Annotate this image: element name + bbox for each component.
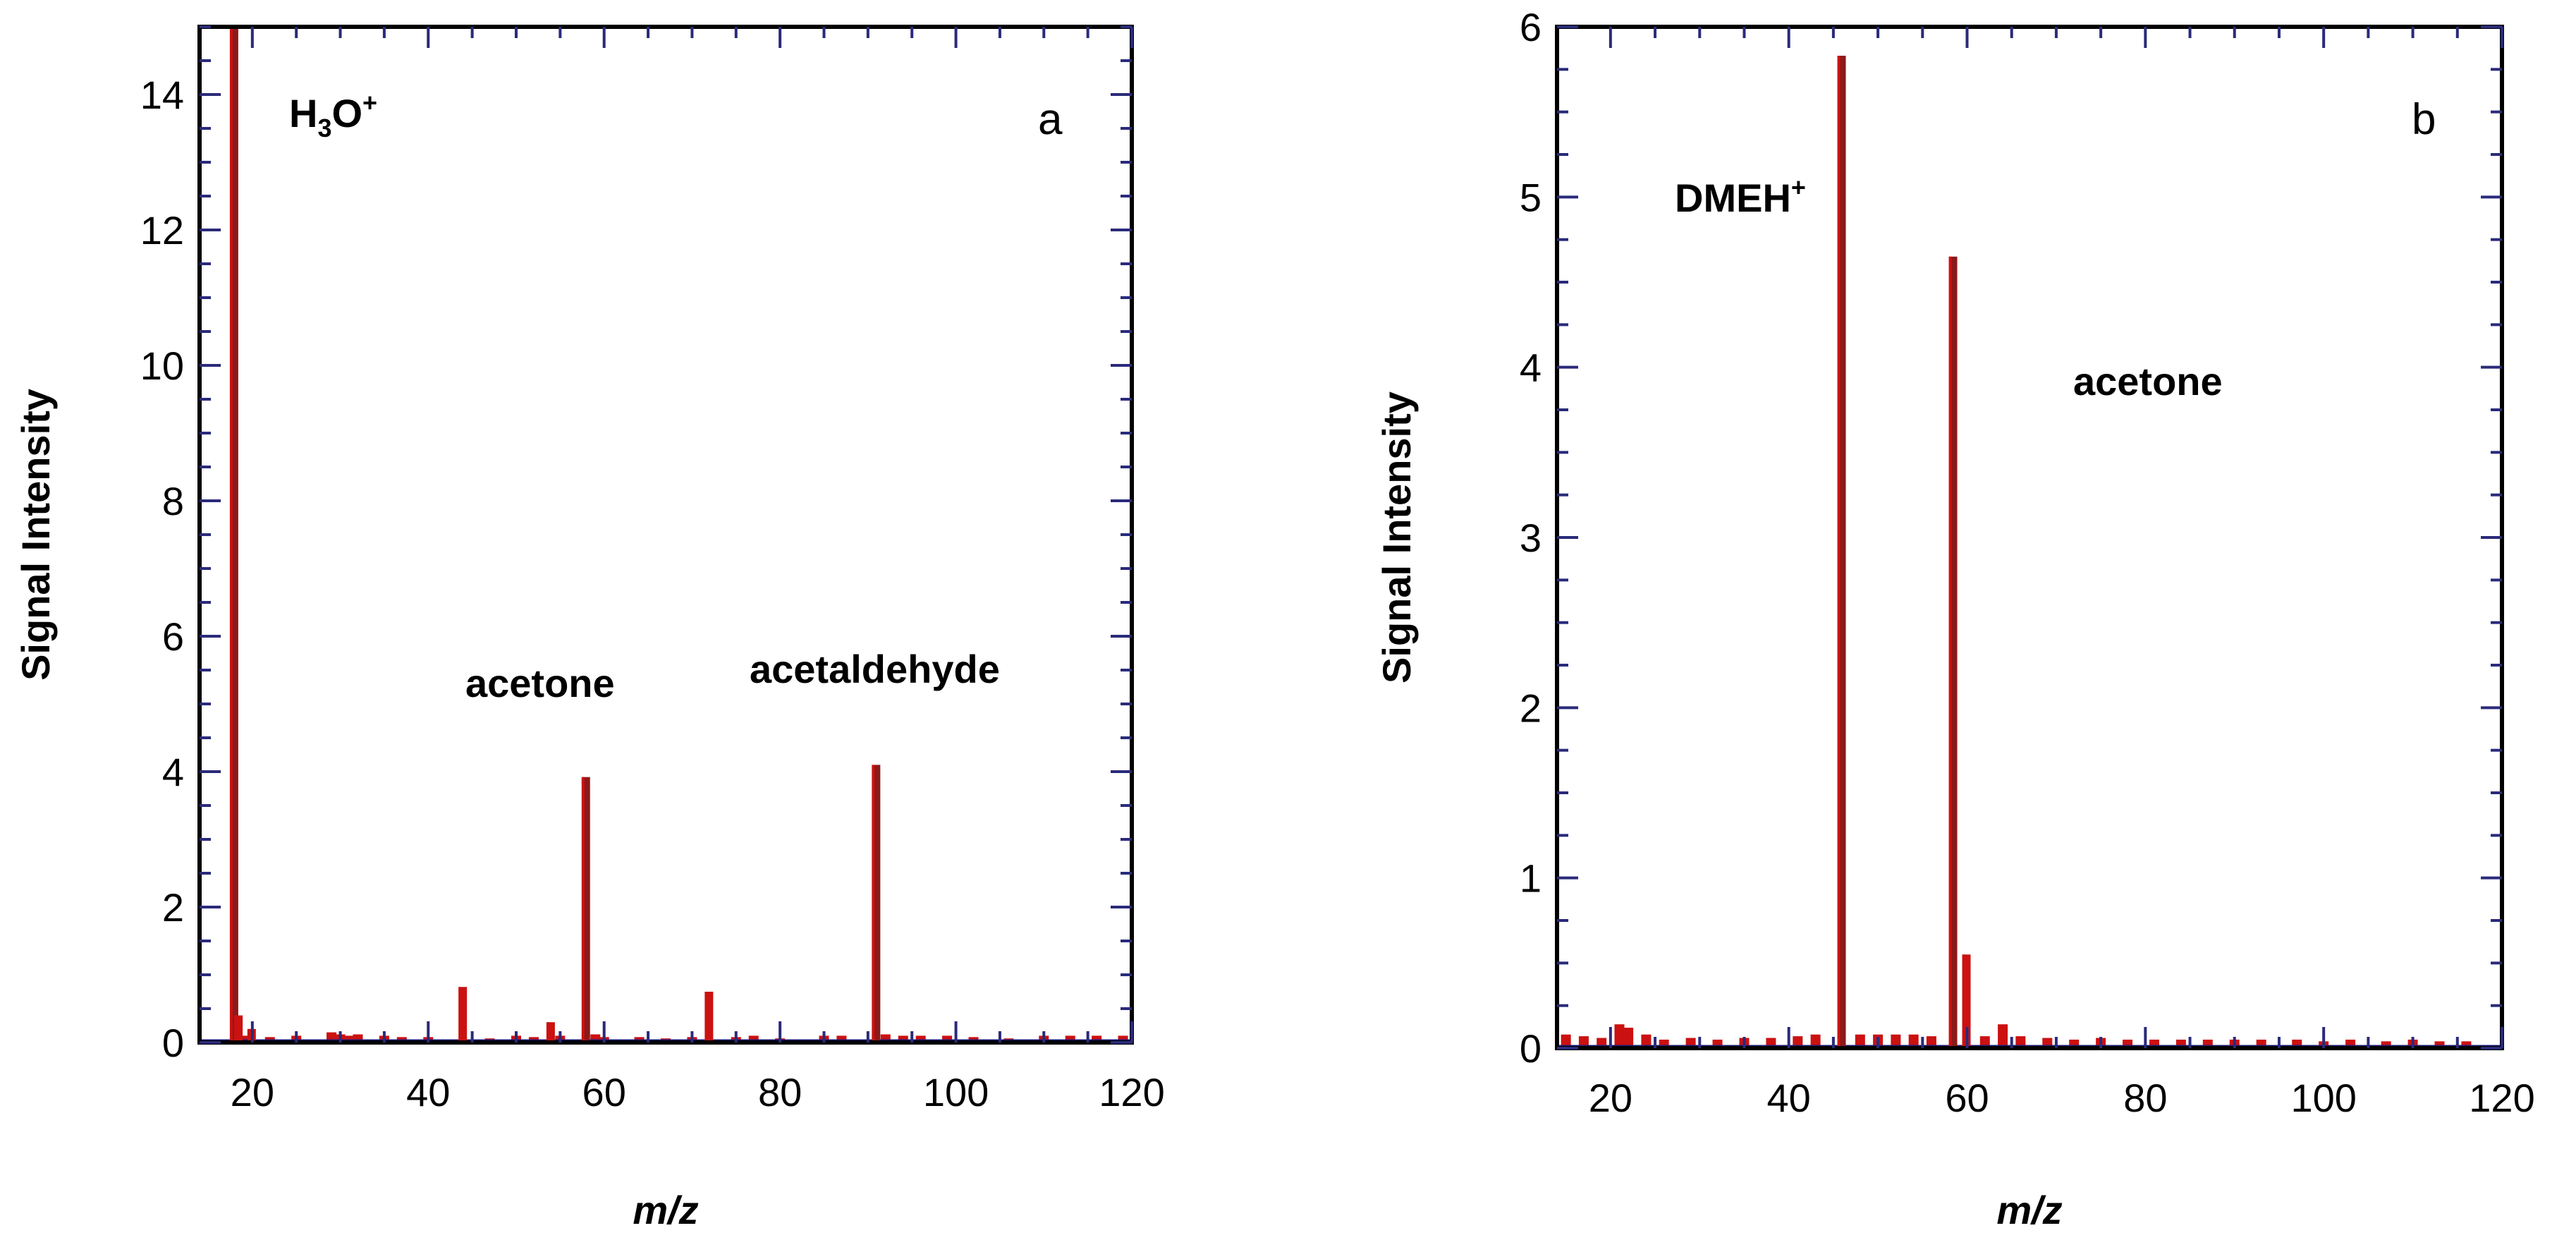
- y-tick-label: 14: [140, 73, 184, 117]
- x-tick-label: 80: [2123, 1076, 2167, 1120]
- peak-bar: [582, 777, 590, 1043]
- noise-bar: [880, 1034, 891, 1043]
- noise-bar: [1623, 1028, 1634, 1048]
- peak-bar: [706, 992, 714, 1043]
- noise-bar: [353, 1034, 363, 1043]
- x-tick-label: 100: [2290, 1076, 2356, 1120]
- x-tick-label: 20: [231, 1070, 274, 1114]
- noise-bar: [1998, 1024, 2008, 1048]
- peak-bar: [1838, 56, 1846, 1049]
- panel-label: a: [1038, 95, 1063, 144]
- y-axis-title: Signal Intensity: [1374, 391, 1419, 683]
- noise-bar: [1065, 1035, 1075, 1043]
- x-tick-label: 20: [1589, 1076, 1632, 1120]
- peak-annotation: H3O+: [289, 88, 377, 142]
- y-tick-label: 10: [140, 344, 184, 388]
- noise-bar: [1561, 1034, 1571, 1048]
- y-tick-label: 0: [162, 1021, 184, 1065]
- noise-bar: [898, 1035, 908, 1043]
- x-tick-label: 120: [2469, 1076, 2534, 1120]
- peak-bar: [236, 1015, 243, 1043]
- y-tick-label: 4: [162, 750, 184, 794]
- noise-bar: [344, 1035, 355, 1043]
- y-axis-title: Signal Intensity: [13, 389, 58, 681]
- noise-bar: [238, 1035, 249, 1043]
- plot-frame: [197, 25, 1134, 1045]
- y-tick-label: 3: [1520, 516, 1542, 560]
- y-tick-label: 2: [162, 885, 184, 930]
- peak-bar: [460, 987, 468, 1043]
- y-tick-label: 6: [162, 614, 184, 659]
- y-tick-label: 8: [162, 479, 184, 523]
- y-tick-label: 1: [1520, 856, 1542, 901]
- y-tick-label: 12: [140, 208, 184, 253]
- chart-panel-b: 0 1 2 3 4 5 6 20 40 60 80 100 120 m/z Signal Intensity…: [1374, 5, 2535, 1232]
- panel-label: b: [2412, 95, 2436, 144]
- y-tick-label: 0: [1520, 1026, 1542, 1071]
- peak-bar: [231, 27, 238, 1043]
- noise-bar: [1855, 1034, 1865, 1048]
- x-axis-title: m/z: [633, 1188, 698, 1232]
- peak-annotation: acetone: [465, 661, 615, 705]
- noise-bar: [2461, 1041, 2472, 1048]
- noise-bar: [836, 1035, 847, 1043]
- x-tick-label: 120: [1099, 1070, 1164, 1114]
- peak-bar: [873, 765, 881, 1043]
- x-tick-label: 80: [758, 1070, 802, 1114]
- peak-bar: [1963, 954, 1971, 1048]
- chart-panel-a: 0 2 4 6 8 10 12 14 20 40 60 80 100 120 m/z Signal Inten…: [13, 25, 1165, 1232]
- peak-annotation: acetone: [2073, 359, 2223, 403]
- y-tick-label: 5: [1520, 175, 1542, 219]
- noise-bar: [2434, 1041, 2445, 1048]
- peak-bar: [1950, 256, 1958, 1048]
- x-axis-title: m/z: [1996, 1188, 2062, 1232]
- noise-bar: [1641, 1034, 1652, 1048]
- y-tick-label: 6: [1520, 5, 1542, 49]
- noise-bar: [915, 1035, 926, 1043]
- x-tick-label: 40: [406, 1070, 450, 1114]
- x-tick-label: 60: [582, 1070, 626, 1114]
- peak-bar: [547, 1022, 555, 1043]
- x-tick-label: 100: [923, 1070, 989, 1114]
- noise-bar: [590, 1034, 601, 1043]
- y-tick-label: 4: [1520, 346, 1542, 390]
- noise-bar: [1614, 1024, 1625, 1048]
- noise-bar: [1092, 1035, 1102, 1043]
- noise-bar: [1891, 1034, 1901, 1048]
- noise-bar: [2381, 1041, 2391, 1048]
- noise-bar: [1908, 1034, 1919, 1048]
- y-tick-label: 2: [1520, 686, 1542, 730]
- peak-annotation: acetaldehyde: [750, 647, 1000, 691]
- noise-bar: [1118, 1035, 1128, 1043]
- noise-bar: [942, 1035, 953, 1043]
- x-tick-label: 60: [1945, 1076, 1989, 1120]
- x-tick-label: 40: [1767, 1076, 1811, 1120]
- noise-bar: [748, 1035, 759, 1043]
- noise-bar: [1810, 1034, 1821, 1048]
- peak-annotation: DMEH+: [1675, 173, 1806, 220]
